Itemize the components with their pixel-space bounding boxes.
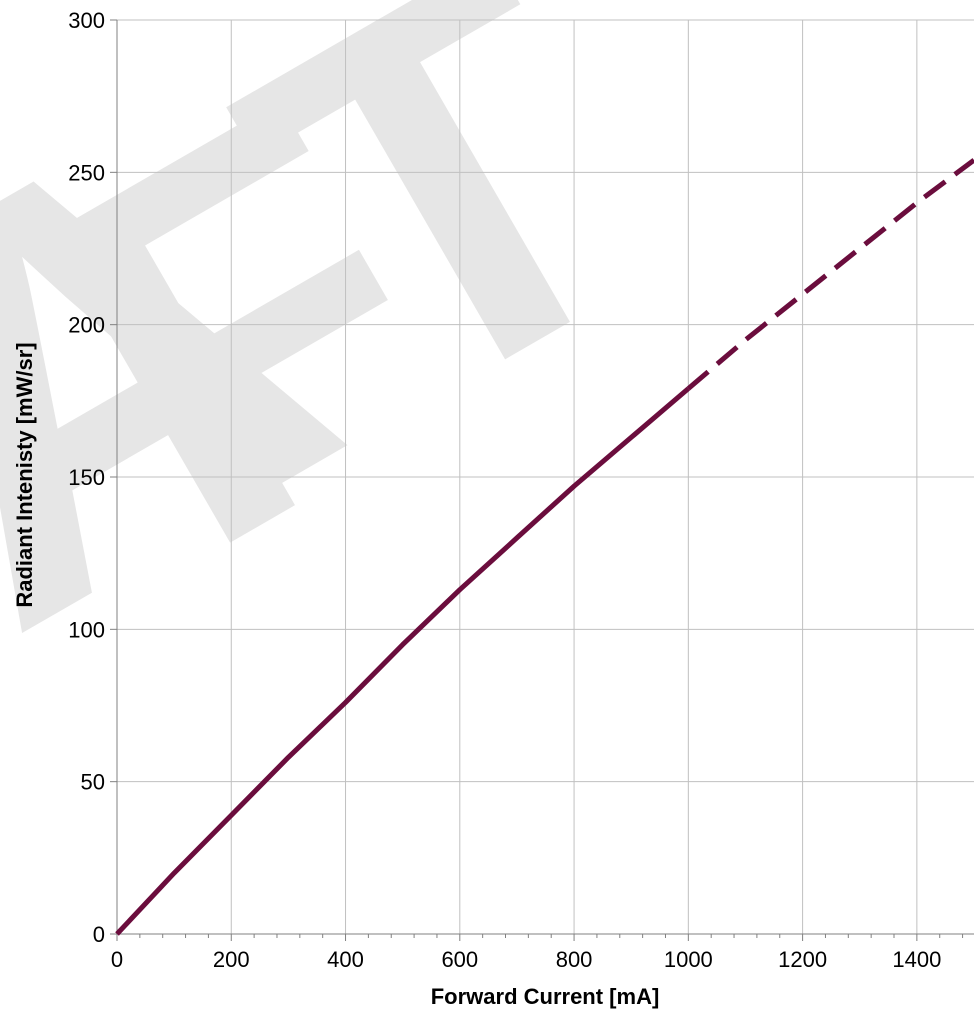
draft-watermark: AFT <box>0 0 731 743</box>
series-group <box>115 158 974 936</box>
y-tick-label-150: 150 <box>68 465 105 490</box>
y-tick-label-100: 100 <box>68 617 105 642</box>
y-tick-label-250: 250 <box>68 160 105 185</box>
y-tick-label-200: 200 <box>68 313 105 338</box>
x-tick-label-200: 200 <box>213 947 250 972</box>
y-tick-label-50: 50 <box>81 770 105 795</box>
axes <box>110 19 974 941</box>
x-tick-label-400: 400 <box>327 947 364 972</box>
x-tick-label-0: 0 <box>111 947 123 972</box>
grid-lines <box>117 19 974 934</box>
y-tick-label-0: 0 <box>93 922 105 947</box>
x-tick-label-600: 600 <box>441 947 478 972</box>
tick-labels: 0 50 100 150 200 250 300 0 200 400 600 800 1000 1200 1… <box>68 8 941 972</box>
y-axis-title: Radiant Intenisty [mW/sr] <box>12 342 37 607</box>
series-line-solid <box>115 386 690 936</box>
x-tick-label-1000: 1000 <box>664 947 713 972</box>
series-line-dashed <box>686 158 974 391</box>
y-tick-label-300: 300 <box>68 8 105 33</box>
x-tick-label-1200: 1200 <box>778 947 827 972</box>
x-tick-label-1400: 1400 <box>892 947 941 972</box>
x-tick-label-800: 800 <box>556 947 593 972</box>
x-axis-title: Forward Current [mA] <box>431 984 660 1009</box>
